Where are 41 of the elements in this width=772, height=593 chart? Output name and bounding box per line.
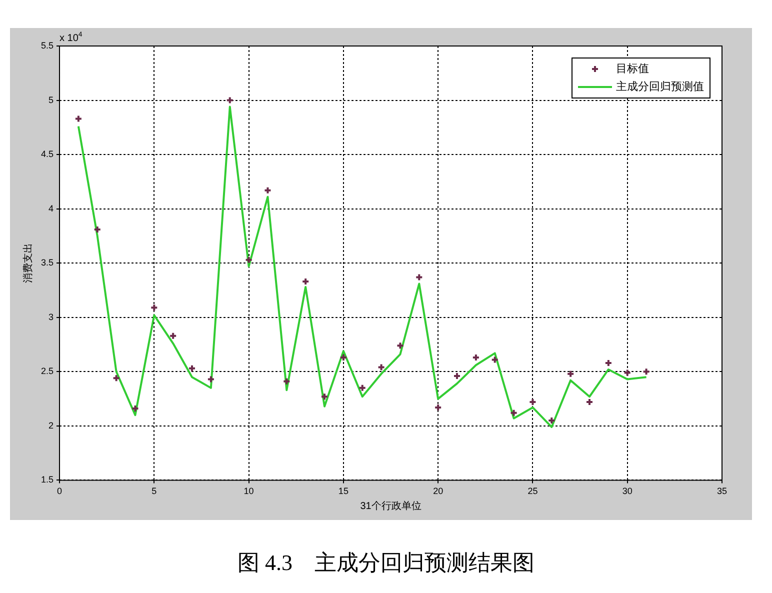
y-tick-label: 3 [48,312,54,322]
point [74,114,82,123]
point [377,363,386,372]
point [206,375,215,384]
legend-label: 主成分回归预测值 [616,80,704,93]
x-axis-title: 31个行政单位 [360,500,422,512]
y-tick-label: 5.5 [40,40,54,50]
point [226,96,234,104]
point [358,384,366,392]
point [415,273,424,282]
y-tick-label: 5 [48,94,54,105]
point [169,332,178,340]
point [490,356,499,364]
point [548,416,556,424]
point [566,370,575,378]
point [264,186,272,194]
point [396,342,404,350]
x-tick-label: 10 [244,486,254,496]
y-tick-label: 4.5 [40,149,54,160]
y-axis-title: 消费支出 [22,243,34,284]
x-tick-label: 20 [433,486,444,496]
x-tick-label: 0 [57,486,62,496]
point [150,304,158,312]
legend-label: 目标值 [616,62,649,75]
y-tick-label: 2 [48,420,54,430]
x-tick-label: 35 [716,486,728,496]
x-tick-label: 5 [152,486,157,496]
x-tick-label: 25 [528,486,538,496]
x-tick-label: 30 [622,486,632,496]
point [623,368,632,377]
point [244,256,253,264]
x-tick-label: 15 [338,486,348,496]
point [112,374,120,382]
point [510,408,518,417]
y-tick-label: 1.5 [40,474,54,485]
y-tick-label: 4 [48,203,54,214]
y-tick-label: 2.5 [40,366,54,376]
text: 图 4.3 主成分回归预测结果图 [236,549,536,577]
y-tick-label: 3.5 [40,258,54,268]
point [282,377,291,386]
point [642,368,650,376]
